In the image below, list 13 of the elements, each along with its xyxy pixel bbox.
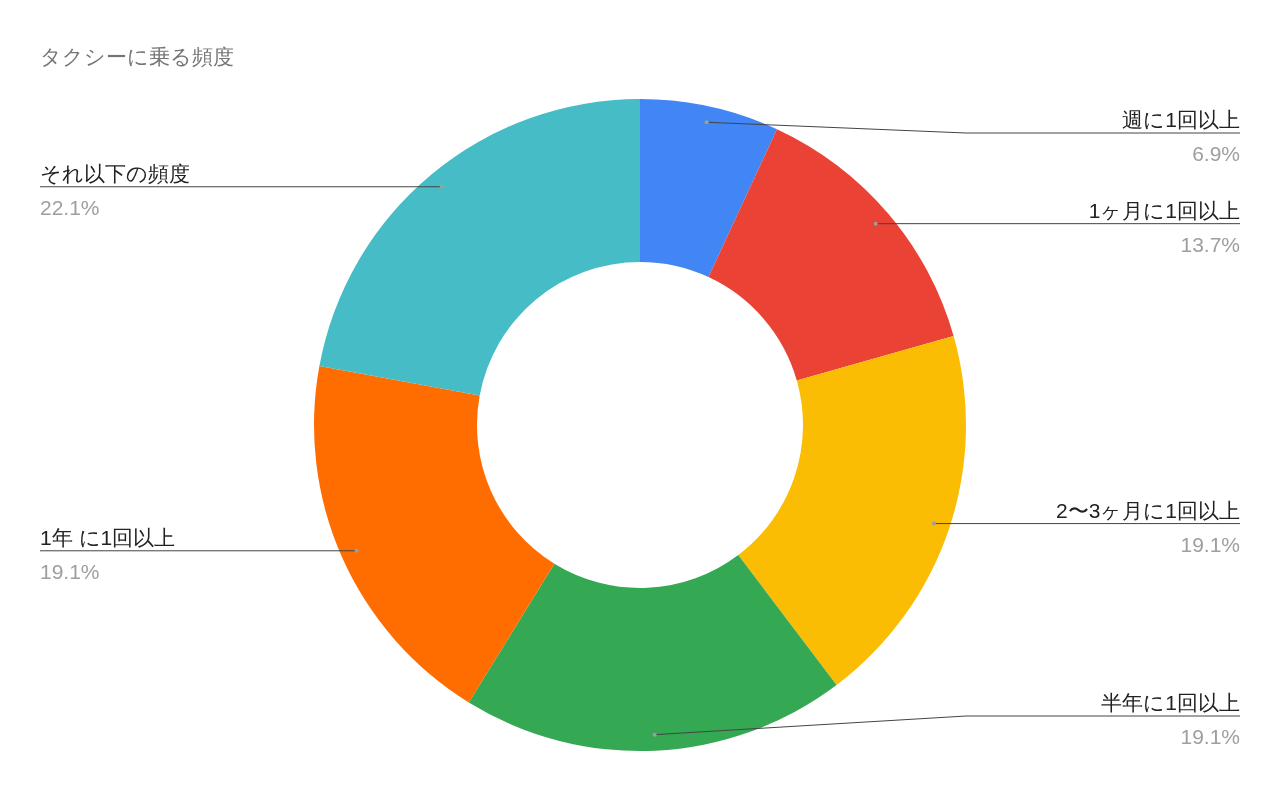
category-label: 週に1回以上 <box>1122 108 1240 131</box>
value-label: 19.1% <box>1180 725 1240 748</box>
value-label: 13.7% <box>1180 232 1240 256</box>
category-label: 1年 に1回以上 <box>40 525 176 549</box>
category-label: それ以下の頻度 <box>40 161 190 185</box>
value-label: 6.9% <box>1192 142 1240 165</box>
category-label: 2〜3ヶ月に1回以上 <box>1055 498 1240 522</box>
value-label: 19.1% <box>40 559 100 583</box>
value-label: 22.1% <box>40 195 100 219</box>
category-label: 半年に1回以上 <box>1101 691 1240 714</box>
category-label: 1ヶ月に1回以上 <box>1088 198 1240 222</box>
title: タクシーに乗る頻度 <box>40 45 234 68</box>
value-label: 19.1% <box>1180 532 1240 556</box>
